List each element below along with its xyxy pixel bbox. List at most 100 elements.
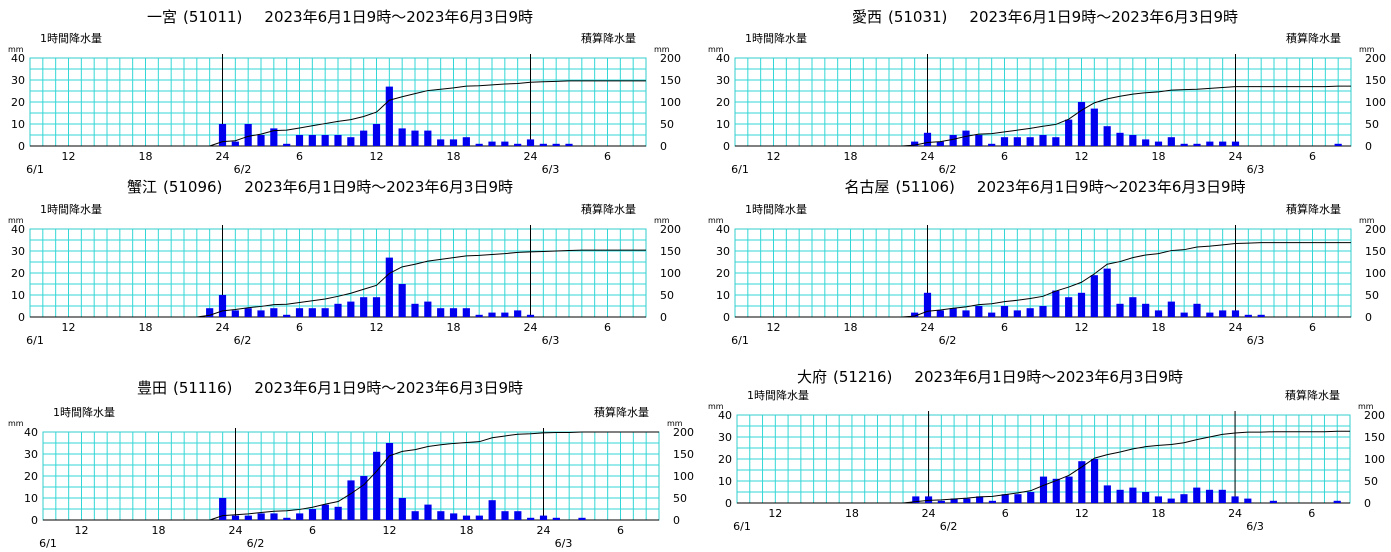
- hourly-bar: [1091, 459, 1099, 503]
- period-label: 2023年6月1日9時～2023年6月3日9時: [254, 379, 523, 397]
- right-axis-title: 積算降水量: [1285, 388, 1340, 402]
- hourly-bar: [1334, 143, 1342, 146]
- y-left-tick-label: 0: [725, 497, 732, 510]
- station-chart: 愛西 (51031) 2023年6月1日9時～2023年6月3日9時 1時間降水量 積算…: [708, 8, 1386, 176]
- hourly-bar: [334, 303, 342, 317]
- x-tick-label: 24: [537, 524, 551, 537]
- hourly-bar: [449, 139, 458, 146]
- x-tick-label: 24: [1229, 150, 1243, 163]
- left-axis-title: 1時間降水量: [747, 388, 809, 402]
- hourly-bar: [231, 310, 239, 317]
- date-label: 6/1: [39, 537, 57, 548]
- x-tick-label: 24: [216, 321, 230, 334]
- y-right-tick-label: 200: [673, 426, 694, 439]
- hourly-bar: [962, 310, 970, 317]
- y-right-tick-label: 100: [673, 470, 694, 483]
- hourly-bar: [334, 135, 342, 146]
- y-left-tick-label: 0: [18, 311, 25, 324]
- y-right-tick-label: 0: [1365, 311, 1372, 324]
- hourly-bar: [1167, 301, 1175, 317]
- y-right-tick-label: 150: [673, 448, 694, 461]
- y-left-tick-label: 0: [723, 140, 730, 153]
- y-left-tick-label: 20: [718, 453, 732, 466]
- x-tick-label: 6: [296, 321, 303, 334]
- hourly-bar: [975, 306, 983, 317]
- x-tick-label: 6: [309, 524, 316, 537]
- hourly-bar: [988, 500, 996, 503]
- hourly-bar: [976, 496, 984, 503]
- hourly-bar: [385, 443, 394, 520]
- hourly-bar: [244, 308, 252, 317]
- x-tick-label: 24: [1228, 507, 1242, 520]
- hourly-bar: [360, 476, 368, 520]
- hourly-bar: [218, 124, 227, 146]
- hourly-bar: [257, 513, 265, 520]
- date-label: 6/1: [26, 163, 44, 176]
- date-label: 6/1: [733, 520, 751, 533]
- y-right-tick-label: 200: [1364, 409, 1385, 422]
- hourly-bar: [1231, 310, 1240, 317]
- y-left-tick-label: 20: [24, 470, 38, 483]
- hourly-bar: [1333, 500, 1341, 503]
- hourly-bar: [283, 143, 291, 146]
- hourly-bar: [231, 141, 239, 146]
- date-label: 6/2: [939, 334, 957, 347]
- right-unit-label: mm: [1358, 402, 1374, 411]
- period-label: 2023年6月1日9時～2023年6月3日9時: [969, 8, 1238, 26]
- x-tick-label: 18: [447, 150, 461, 163]
- hourly-bar: [526, 139, 535, 146]
- station-name: 名古屋: [844, 178, 889, 196]
- hourly-bar: [1193, 303, 1201, 317]
- station-name: 大府: [797, 368, 827, 386]
- cumulative-line: [196, 249, 646, 318]
- x-tick-label: 18: [139, 150, 153, 163]
- hourly-bar: [501, 511, 509, 520]
- x-tick-label: 12: [75, 524, 89, 537]
- y-right-tick-label: 200: [1365, 52, 1386, 65]
- x-tick-label: 6: [1001, 150, 1008, 163]
- x-tick-label: 24: [1229, 321, 1243, 334]
- x-tick-label: 12: [383, 524, 397, 537]
- x-tick-label: 12: [62, 321, 76, 334]
- left-axis-title: 1時間降水量: [40, 202, 102, 216]
- hourly-bar: [424, 301, 432, 317]
- date-label: 6/2: [234, 163, 252, 176]
- hourly-bar: [1205, 489, 1214, 503]
- date-label: 6/3: [542, 334, 560, 347]
- hourly-bar: [539, 515, 548, 520]
- hourly-bar: [488, 141, 496, 146]
- hourly-bar: [1180, 143, 1188, 146]
- x-tick-label: 12: [1075, 321, 1089, 334]
- hourly-bar: [360, 130, 368, 146]
- hourly-bar: [411, 303, 419, 317]
- hourly-bar: [398, 498, 406, 520]
- right-unit-label: mm: [1359, 216, 1375, 225]
- hourly-bar: [347, 301, 355, 317]
- hourly-bar: [283, 517, 291, 520]
- left-unit-label: mm: [708, 45, 724, 54]
- right-unit-label: mm: [654, 216, 670, 225]
- hourly-bar: [295, 135, 304, 146]
- station-chart: 名古屋 (51106) 2023年6月1日9時～2023年6月3日9時 1時間降水量 積…: [708, 178, 1386, 347]
- y-left-tick-label: 10: [24, 492, 38, 505]
- hourly-bar: [308, 135, 316, 146]
- chart-title: 蟹江 (51096) 2023年6月1日9時～2023年6月3日9時: [127, 178, 513, 196]
- station-name: 一宮: [147, 8, 177, 26]
- x-tick-label: 6: [1001, 321, 1008, 334]
- hourly-bar: [372, 297, 381, 317]
- left-unit-label: mm: [8, 216, 24, 225]
- x-tick-label: 24: [524, 321, 538, 334]
- y-right-tick-label: 0: [660, 311, 667, 324]
- hourly-bar: [308, 308, 316, 317]
- x-tick-label: 12: [1075, 150, 1089, 163]
- hourly-bar: [911, 312, 919, 317]
- cumulative-line: [901, 85, 1351, 147]
- y-right-tick-label: 200: [660, 52, 681, 65]
- hourly-bar: [1219, 141, 1227, 146]
- y-right-tick-label: 150: [660, 245, 681, 258]
- hourly-bar: [270, 513, 278, 520]
- hourly-bar: [949, 308, 957, 317]
- y-right-tick-label: 100: [1364, 453, 1385, 466]
- hourly-bar: [1129, 297, 1137, 317]
